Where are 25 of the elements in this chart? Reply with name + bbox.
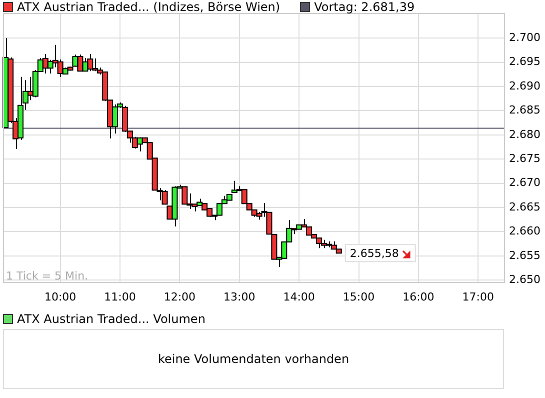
text: ATX Austrian Traded... Volumen [17,312,206,326]
y-tick-label: 2.695 [509,55,540,68]
x-tick-label: 11:00 [104,290,136,304]
y-tick-label: 2.670 [509,176,540,190]
x-tick-label: 16:00 [402,290,434,304]
annotation: 2.655,58 [350,246,399,260]
y-tick-label: 2.680 [509,128,540,141]
annotation: 1 Tick = 5 Min. [6,269,88,282]
y-tick-label: 2.700 [509,31,540,44]
x-tick-label: 13:00 [224,290,256,304]
y-tick-label: 2.685 [509,104,540,117]
y-tick-label: 2.660 [509,224,540,238]
x-tick-label: 10:00 [44,290,76,304]
x-tick-label: 14:00 [283,290,315,304]
y-tick-label: 2.650 [509,272,540,286]
x-tick-label: 15:00 [342,290,375,304]
legend-label: Vortag: 2.681,39 [314,0,415,14]
legend-label: ATX Austrian Traded... (Indizes, Börse Wien) [17,0,280,14]
y-tick-label: 2.665 [509,200,540,214]
x-tick-label: 17:00 [462,290,494,304]
y-tick-label: 2.655 [509,248,540,262]
y-tick-label: 2.690 [509,79,540,92]
text: keine Volumendaten vorhanden [158,352,350,366]
x-tick-label: 12:00 [164,290,196,304]
y-tick-label: 2.675 [509,152,540,165]
